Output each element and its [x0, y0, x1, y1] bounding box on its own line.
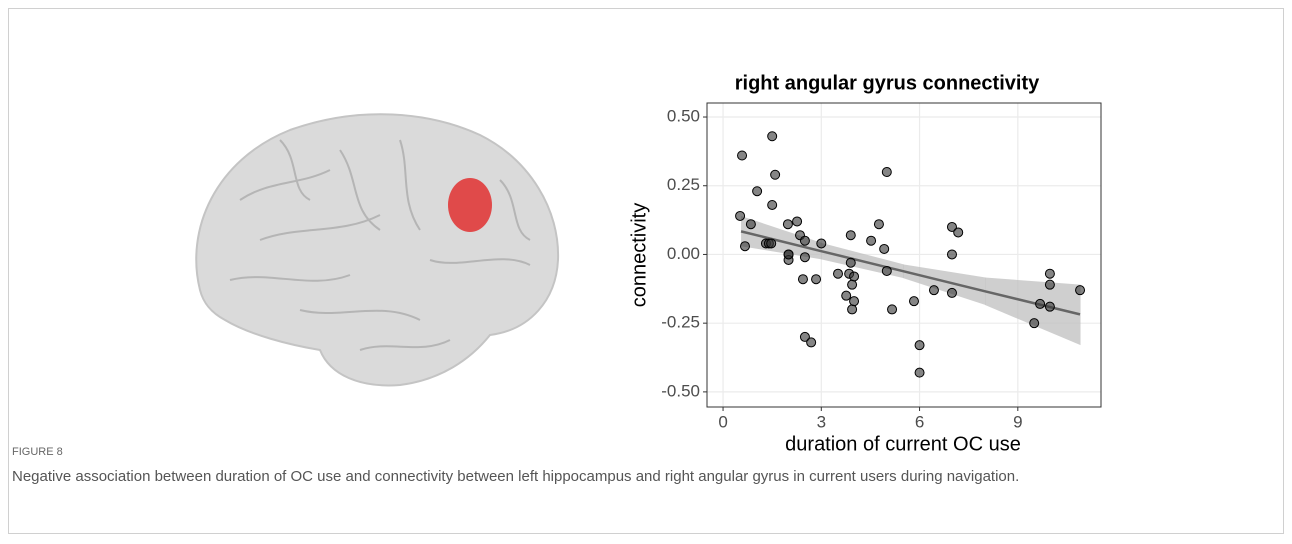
- data-point: [873, 219, 884, 230]
- data-point: [767, 131, 778, 142]
- y-tick-label: 0.25: [667, 175, 700, 194]
- figure-caption: Negative association between duration of…: [12, 468, 1019, 485]
- y-axis-label: connectivity: [628, 203, 650, 308]
- regression-line: [740, 230, 1081, 316]
- data-point: [783, 249, 794, 260]
- data-point: [782, 219, 793, 230]
- data-point: [799, 252, 810, 263]
- data-point: [881, 166, 892, 177]
- confidence-band: [741, 215, 822, 260]
- frame: [8, 8, 1284, 534]
- data-point: [845, 230, 856, 241]
- panel-border: [706, 102, 1102, 408]
- gyri: [229, 139, 531, 351]
- data-point: [792, 216, 803, 227]
- data-point: [799, 235, 810, 246]
- x-tick-label: 0: [718, 412, 727, 431]
- data-point: [928, 285, 939, 296]
- data-point: [806, 337, 817, 348]
- chart-title: right angular gyrus connectivity: [735, 72, 1040, 94]
- data-point: [1029, 318, 1040, 329]
- data-point: [1044, 268, 1055, 279]
- data-point: [946, 249, 957, 260]
- data-point: [737, 150, 748, 161]
- data-point: [1044, 301, 1055, 312]
- data-point: [879, 243, 890, 254]
- data-point: [833, 268, 844, 279]
- data-point: [735, 210, 746, 221]
- data-point: [845, 257, 856, 268]
- data-point: [739, 241, 750, 252]
- data-point: [752, 186, 763, 197]
- data-point: [849, 271, 860, 282]
- data-point: [1044, 279, 1055, 290]
- y-tick-label: -0.25: [661, 313, 700, 332]
- y-tick-label: 0.00: [667, 244, 700, 263]
- x-axis-label: duration of current OC use: [785, 433, 1021, 455]
- data-point: [816, 238, 827, 249]
- data-point: [767, 199, 778, 210]
- data-point: [847, 279, 858, 290]
- data-point: [914, 367, 925, 378]
- x-tick-label: 6: [915, 412, 924, 431]
- data-point: [766, 238, 777, 249]
- x-tick-label: 9: [1013, 412, 1022, 431]
- x-tick-label: 3: [817, 412, 826, 431]
- plot: 0 3 6 9 0.50 0.25 0.00 -0.25 -0.50: [661, 102, 1102, 431]
- data-point: [797, 274, 808, 285]
- confidence-band: [985, 277, 1081, 346]
- brain-image: [195, 113, 560, 387]
- highlighted-region: [448, 178, 492, 232]
- y-tick-label: -0.50: [661, 381, 700, 400]
- data-point: [745, 219, 756, 230]
- figure-label: FIGURE 8: [12, 446, 63, 458]
- brain: [195, 113, 560, 387]
- data-point: [914, 340, 925, 351]
- data-point: [946, 221, 957, 232]
- data-point: [887, 304, 898, 315]
- data-point: [799, 331, 810, 342]
- data-point: [841, 290, 852, 301]
- data-point: [1035, 298, 1046, 309]
- confidence-band: [903, 264, 986, 306]
- data-point: [881, 265, 892, 276]
- data-point: [1075, 285, 1086, 296]
- data-point: [953, 227, 964, 238]
- data-point: [866, 235, 877, 246]
- data-point: [849, 296, 860, 307]
- y-tick-label: 0.50: [667, 107, 700, 126]
- data-point: [908, 296, 919, 307]
- data-point: [811, 274, 822, 285]
- data-point: [770, 169, 781, 180]
- data-point: [847, 304, 858, 315]
- data-point: [946, 287, 957, 298]
